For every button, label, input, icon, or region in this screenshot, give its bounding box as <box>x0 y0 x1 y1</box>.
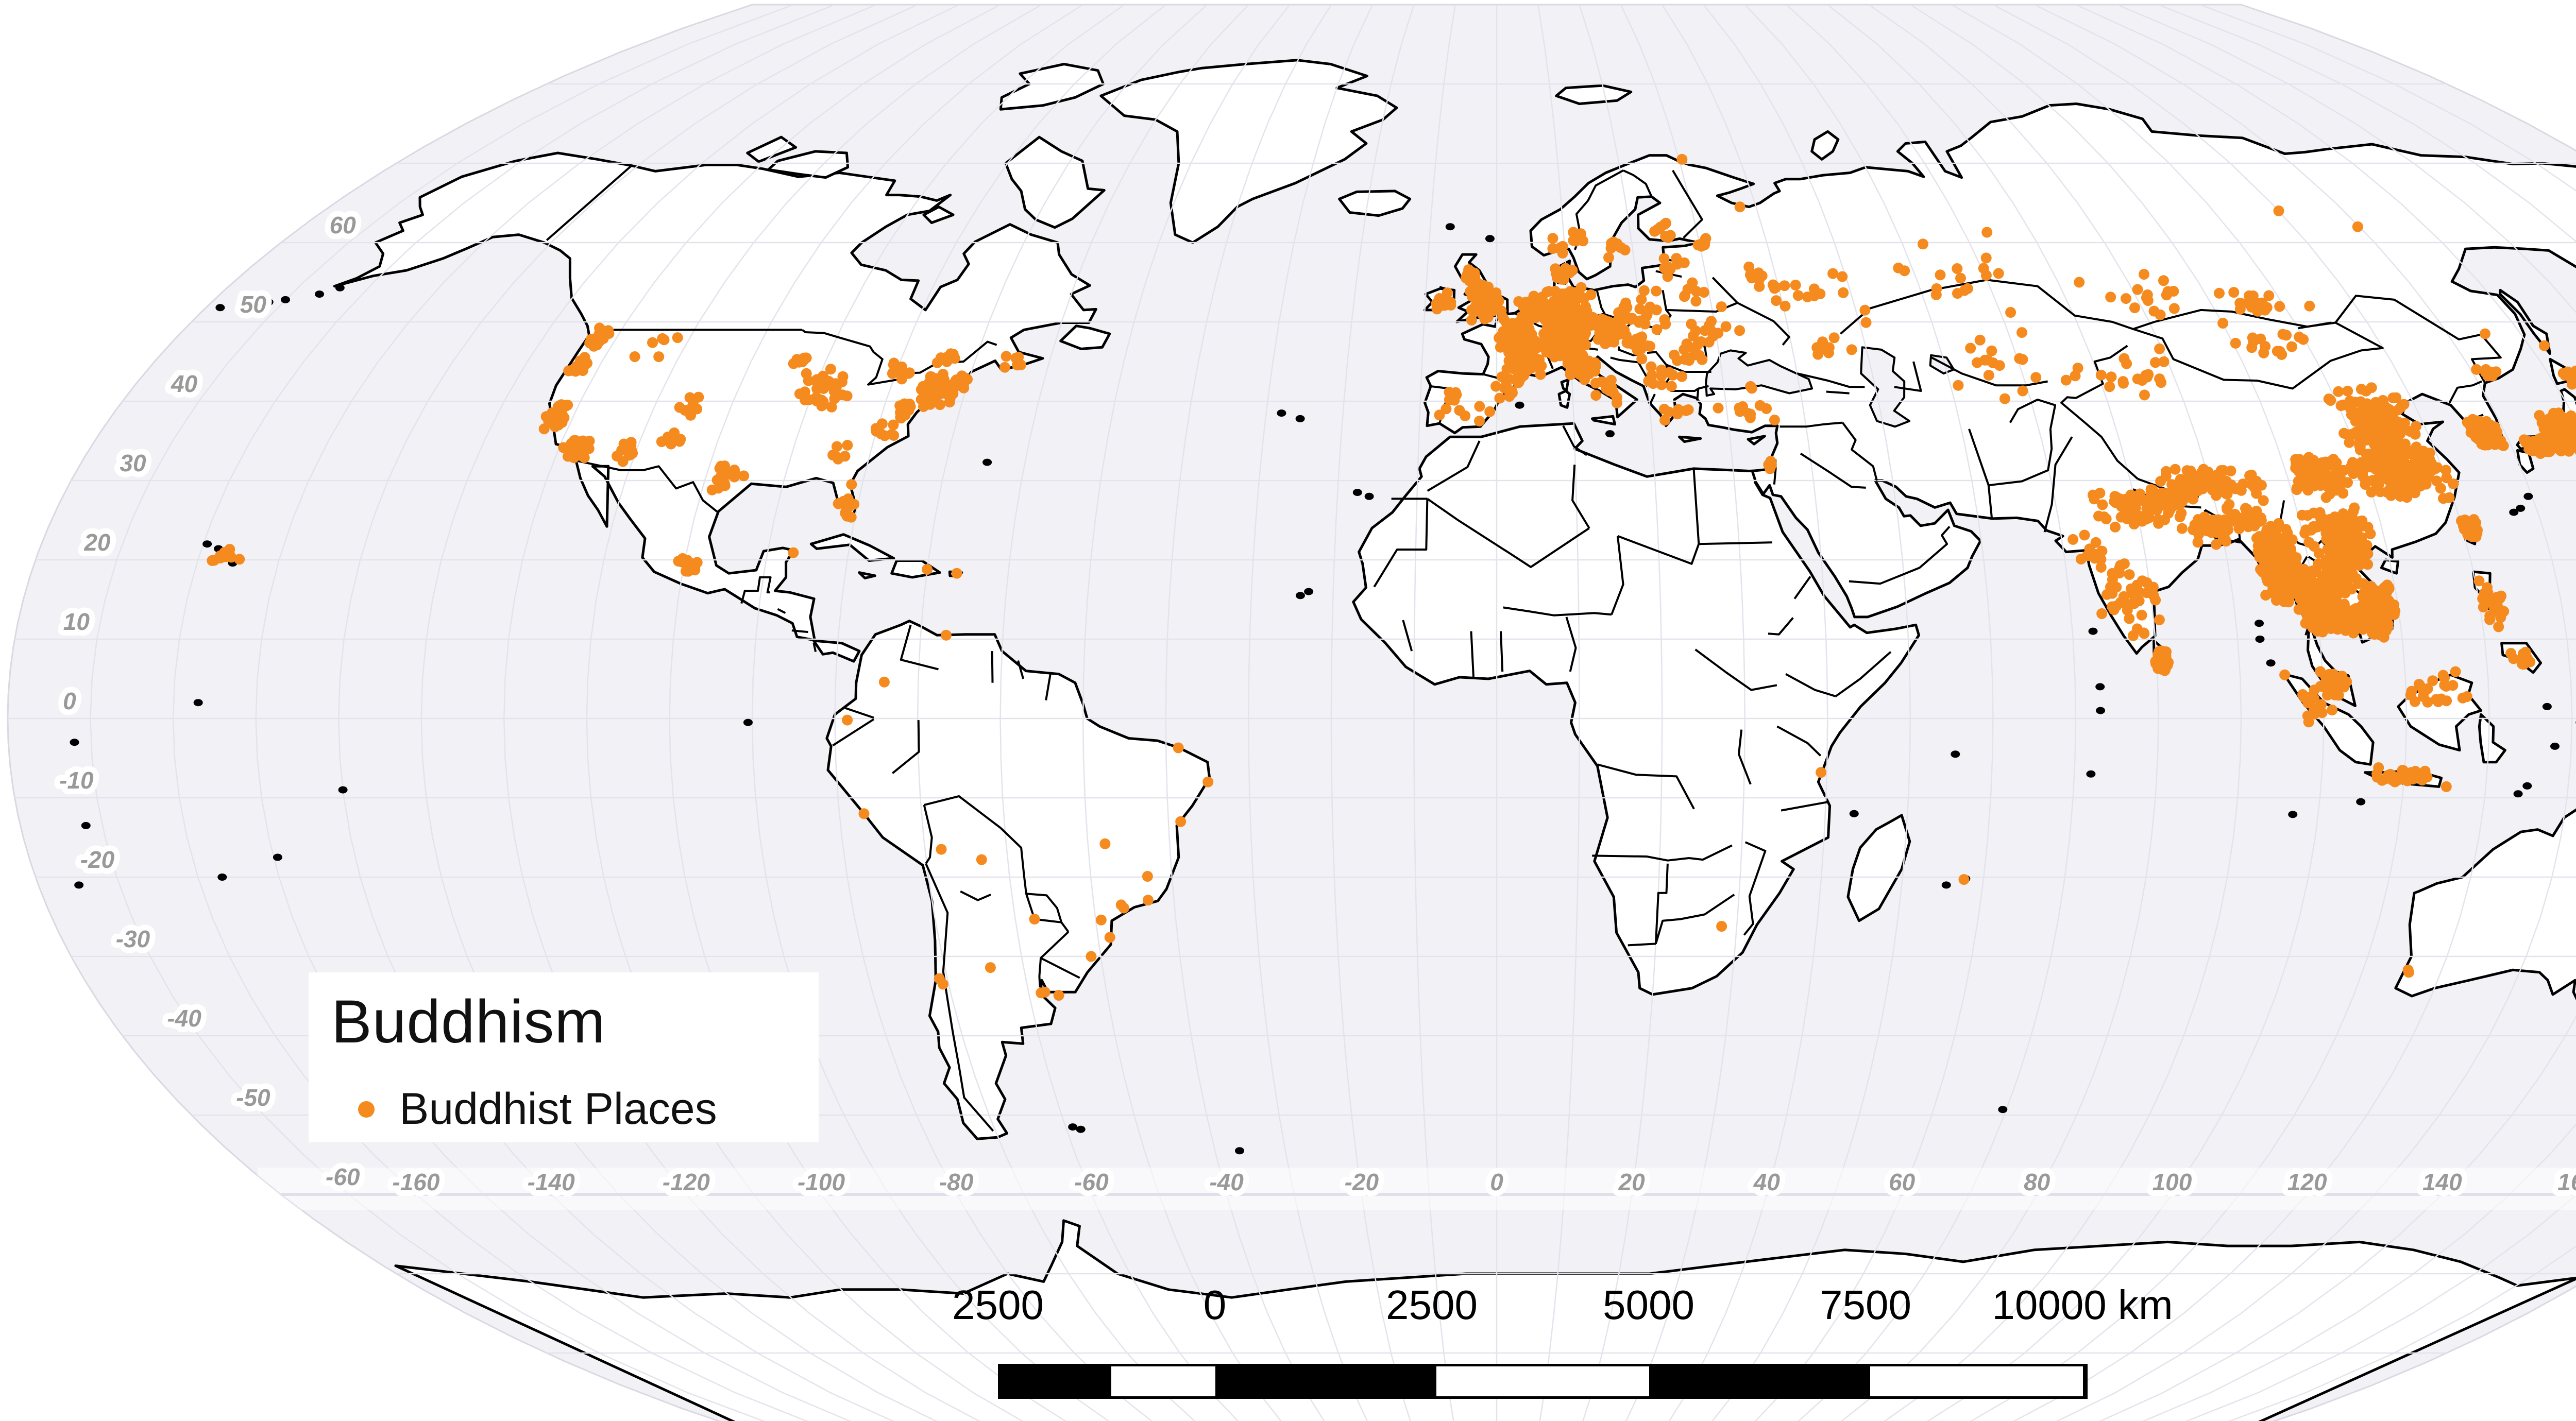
buddhist-places-dots <box>207 153 2576 1001</box>
scalebar-segment <box>1109 1366 1217 1396</box>
lat-label: 20 <box>83 529 111 556</box>
scalebar-segment <box>1651 1366 1868 1396</box>
lon-label: 120 <box>2287 1169 2327 1195</box>
scalebar-segment <box>1868 1366 2085 1396</box>
lon-label: -40 <box>1209 1169 1244 1195</box>
legend-item-buddhist-places: Buddhist Places <box>358 1084 819 1135</box>
lon-label: -120 <box>663 1169 710 1195</box>
lon-label: 100 <box>2153 1169 2192 1195</box>
lat-label: 0 <box>63 688 76 714</box>
lon-label: -20 <box>1345 1169 1379 1195</box>
lon-label: 40 <box>1753 1169 1781 1195</box>
scalebar-segment <box>1217 1366 1434 1396</box>
lon-label: 0 <box>1490 1169 1503 1195</box>
lat-label: -20 <box>80 846 115 873</box>
lon-label: -80 <box>939 1169 974 1195</box>
legend-box: Buddhism Buddhist Places <box>309 972 819 1142</box>
legend-item-label: Buddhist Places <box>399 1084 717 1134</box>
scalebar-label: 2500 <box>952 1282 1044 1328</box>
scalebar-label: 10000 km <box>1992 1282 2173 1328</box>
lon-label: 60 <box>1889 1169 1916 1195</box>
lon-label: -160 <box>392 1169 439 1195</box>
lat-label: -10 <box>59 767 94 794</box>
lon-label: -100 <box>798 1169 845 1195</box>
lat-label: -30 <box>116 926 150 952</box>
lon-label: 140 <box>2422 1169 2462 1195</box>
map-inner <box>7 5 2576 1421</box>
lat-label: -50 <box>236 1084 270 1111</box>
scale-bar: 2500 0 2500 5000 7500 10000 km <box>952 1281 2183 1405</box>
scalebar-bar <box>998 1364 2088 1399</box>
lon-label: -60 <box>1074 1169 1109 1195</box>
scalebar-label: 2500 <box>1386 1282 1478 1328</box>
lat-label: 40 <box>171 370 198 397</box>
scalebar-label: 0 <box>1203 1282 1227 1328</box>
scalebar-segment <box>1001 1366 1109 1396</box>
scalebar-segment <box>1434 1366 1651 1396</box>
lon-label: 80 <box>2024 1169 2050 1195</box>
map-title: Buddhism <box>331 988 606 1056</box>
lat-label: 30 <box>120 450 146 476</box>
lat-label: -40 <box>167 1005 201 1032</box>
scalebar-label: 5000 <box>1603 1282 1694 1328</box>
lon-label: -140 <box>528 1169 575 1195</box>
lat-label: 10 <box>63 608 90 635</box>
lat-label: 50 <box>240 291 267 318</box>
legend-marker-dot <box>358 1101 375 1118</box>
lat-label: 60 <box>330 212 357 238</box>
lon-label: 20 <box>1618 1169 1646 1195</box>
lat-label: -60 <box>326 1163 360 1190</box>
lon-label: 160 <box>2557 1169 2576 1195</box>
scalebar-label: 7500 <box>1820 1282 1911 1328</box>
